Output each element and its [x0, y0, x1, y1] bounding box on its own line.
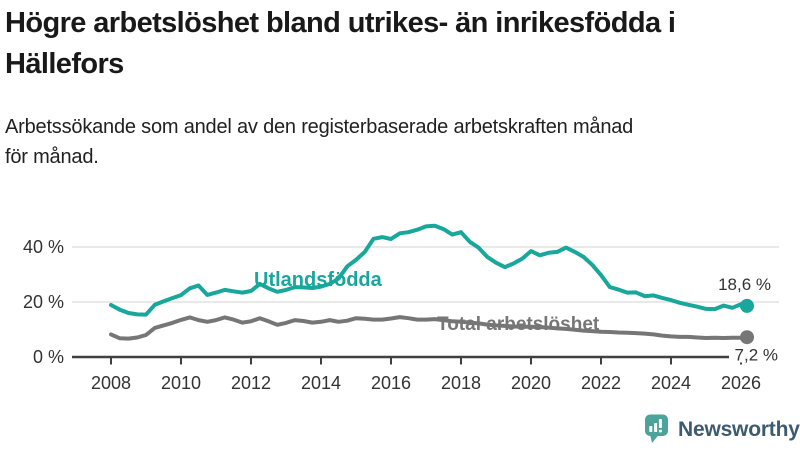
x-tick-label-2022: 2022 [581, 373, 621, 393]
x-tick-label-2026: 2026 [721, 373, 761, 393]
series-line-utlandsf-dda [109, 223, 749, 317]
series-line-total-arbetsl-shet [109, 315, 749, 341]
page-subtitle: Arbetssökande som andel av den registerb… [5, 112, 633, 172]
newsworthy-logo[interactable]: Newsworthy [644, 413, 800, 444]
y-tick-label-40: 40 % [23, 237, 64, 257]
end-label-mask [729, 345, 780, 363]
page-title-line2: Hällefors [5, 48, 124, 80]
series-label-utlandsfodda: Utlandsfödda [254, 269, 383, 291]
end-dot-utlandsfodda [740, 298, 754, 313]
y-tick-label-20: 20 % [23, 292, 64, 312]
end-dot-total [740, 330, 754, 345]
x-tick-label-2018: 2018 [441, 373, 481, 393]
page-title: Högre arbetslöshet bland utrikes- än inr… [5, 3, 676, 85]
x-tick-label-2010: 2010 [161, 373, 201, 393]
x-tick-label-2008: 2008 [91, 373, 131, 393]
newsworthy-chart-bubble-icon [645, 414, 668, 443]
x-tick-label-2020: 2020 [511, 373, 551, 393]
x-tick-label-2016: 2016 [371, 373, 411, 393]
page-subtitle-line2: för månad. [5, 146, 99, 168]
x-tick-label-2024: 2024 [651, 373, 691, 393]
x-tick-label-2014: 2014 [301, 373, 341, 393]
newsworthy-brand-name: Newsworthy [678, 418, 800, 441]
page-title-line1: Högre arbetslöshet bland utrikes- än inr… [5, 7, 676, 39]
series-label-total: Total arbetslöshet [437, 314, 600, 335]
y-tick-label-0: 0 % [33, 347, 64, 367]
end-value-label-utlandsfodda: 18,6 % [718, 275, 771, 294]
page-subtitle-line1: Arbetssökande som andel av den registerb… [5, 116, 634, 138]
x-tick-label-2012: 2012 [231, 373, 271, 393]
end-value-label-total: 7,2 % [735, 346, 778, 365]
